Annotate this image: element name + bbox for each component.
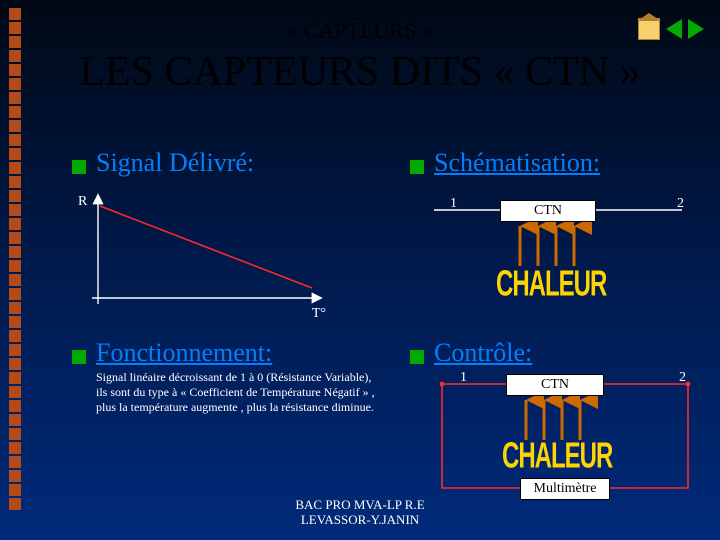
- graph-x-label: T°: [312, 306, 326, 322]
- bullet-icon: [72, 350, 86, 364]
- ctrl-chaleur: CHALEUR: [502, 436, 612, 478]
- bullet-icon: [410, 160, 424, 174]
- bullet-icon: [410, 350, 424, 364]
- heading-signal: Signal Délivré:: [96, 148, 254, 178]
- graph-svg: [92, 196, 322, 308]
- schem-chaleur: CHALEUR: [496, 264, 606, 306]
- subtitle: « CAPTEURS »: [0, 18, 720, 44]
- footer-line2: LEVASSOR-Y.JANIN: [301, 512, 419, 527]
- schem-block: 1 2 CTN CHALEUR: [430, 196, 690, 311]
- schem-ctn-box: CTN: [500, 200, 596, 222]
- ctrl-block: 1 2 CTN CHALEUR Multimètre: [430, 370, 700, 515]
- signal-graph: R T°: [92, 196, 322, 308]
- graph-y-label: R: [78, 194, 87, 210]
- ctrl-pin1: 1: [460, 370, 467, 386]
- bullet-icon: [72, 160, 86, 174]
- schem-pin1: 1: [450, 196, 457, 212]
- slide: « CAPTEURS » LES CAPTEURS DITS « CTN » S…: [0, 0, 720, 540]
- heading-schem: Schématisation:: [434, 148, 600, 178]
- heading-fonc: Fonctionnement:: [96, 338, 272, 368]
- main-title: LES CAPTEURS DITS « CTN »: [0, 48, 720, 96]
- footer-line1: BAC PRO MVA-LP R.E: [295, 497, 424, 512]
- ctrl-pin2: 2: [679, 370, 686, 386]
- heading-ctrl: Contrôle:: [434, 338, 532, 368]
- footer: BAC PRO MVA-LP R.E LEVASSOR-Y.JANIN: [0, 497, 720, 528]
- ctrl-ctn-box: CTN: [506, 374, 604, 396]
- schem-pin2: 2: [677, 196, 684, 212]
- fonc-text: Signal linéaire décroissant de 1 à 0 (Ré…: [96, 370, 376, 415]
